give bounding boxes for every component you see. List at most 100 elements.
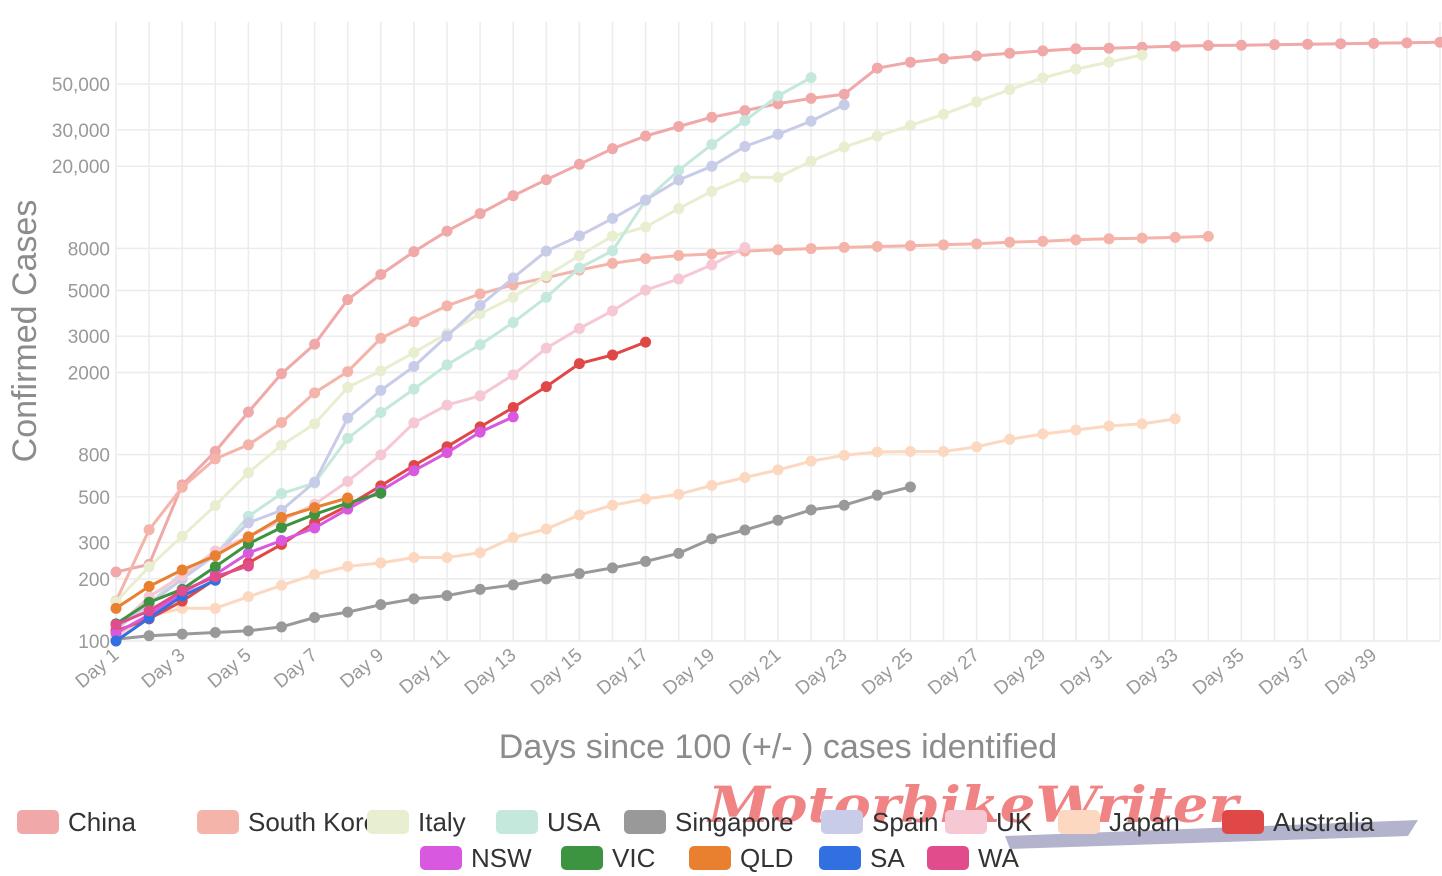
series-singapore [110,481,916,645]
data-point-south-korea [772,244,784,256]
data-point-singapore [474,583,486,595]
data-point-usa [805,72,817,84]
data-point-south-korea [838,241,850,253]
legend-label: Australia [1273,807,1375,837]
data-point-japan [474,547,486,559]
series-line-sa [115,578,216,643]
data-point-china [276,368,287,380]
data-point-usa [276,488,287,500]
legend-swatch [819,846,861,870]
data-point-italy [838,141,850,153]
data-point-south-korea [1070,234,1082,246]
legend-item-wa[interactable]: WA [927,843,1020,873]
x-tick-label: Day 35 [1189,645,1249,700]
legend-label: WA [978,843,1020,873]
data-point-japan [408,551,420,563]
data-point-italy [573,250,585,262]
data-point-singapore [242,625,254,637]
data-point-qld [342,492,354,504]
x-tick-label: Day 15 [527,645,587,700]
data-point-south-korea [342,366,354,378]
legend-item-qld[interactable]: QLD [689,843,793,873]
data-point-south-korea [375,332,387,344]
data-point-wa [242,560,254,572]
legend-item-south-korea[interactable]: South Korea [197,807,393,837]
data-point-usa [540,291,552,303]
data-point-italy [242,467,254,479]
data-point-qld [309,502,321,514]
data-point-south-korea [1169,231,1181,243]
data-point-italy [871,130,883,142]
legend-item-australia[interactable]: Australia [1222,807,1375,837]
data-point-japan [573,509,585,521]
data-point-china [540,174,552,186]
data-point-uk [607,305,618,317]
data-point-italy [607,230,618,242]
data-point-qld [110,602,122,614]
data-point-china [640,130,652,142]
data-point-south-korea [309,387,321,399]
data-point-china [1302,38,1314,50]
y-tick-label: 200 [78,570,110,591]
x-tick-label: Day 25 [858,645,918,700]
legend-item-japan[interactable]: Japan [1058,807,1180,837]
data-point-china [1269,39,1280,51]
x-tick-label: Day 11 [396,645,455,699]
data-point-uk [673,273,685,285]
data-point-italy [673,203,685,215]
data-point-china [838,88,850,100]
data-point-china [607,143,618,155]
data-point-vic [143,596,155,608]
data-point-australia [507,402,519,414]
x-tick-label: Day 21 [726,645,786,700]
legend-label: SA [870,843,905,873]
data-point-south-korea [408,316,420,328]
data-point-china [1169,40,1181,52]
data-point-usa [375,406,387,418]
y-tick-label: 3000 [68,327,110,348]
series-line-south-korea [114,234,1209,602]
data-point-south-korea [209,453,221,465]
legend-swatch [821,810,863,834]
data-point-singapore [375,599,387,611]
legend-item-china[interactable]: China [17,807,136,837]
data-point-usa [607,245,618,257]
legend-item-uk[interactable]: UK [945,807,1033,837]
legend-item-italy[interactable]: Italy [367,807,466,837]
data-point-japan [1037,428,1049,440]
data-point-japan [375,557,387,569]
data-point-japan [640,493,652,505]
legend-swatch [367,810,409,834]
data-point-qld [242,531,254,543]
data-point-italy [143,561,155,573]
data-point-italy [938,108,949,120]
data-point-china [1434,36,1442,48]
data-point-uk [408,417,420,429]
legend-item-vic[interactable]: VIC [561,843,655,873]
data-point-vic [276,521,287,533]
data-point-singapore [408,593,420,605]
legend-item-singapore[interactable]: Singapore [624,807,794,837]
data-point-japan [1004,433,1016,445]
data-point-china [474,208,486,220]
series-line-qld [115,496,349,610]
y-tick-label: 2000 [68,364,110,385]
data-point-qld [209,550,221,562]
y-tick-label: 8000 [68,239,110,260]
data-point-singapore [673,547,685,559]
data-point-japan [540,523,552,535]
data-point-south-korea [607,257,618,269]
data-point-usa [441,359,453,371]
data-point-usa [342,432,354,444]
data-point-singapore [739,524,751,536]
legend-item-spain[interactable]: Spain [821,807,939,837]
data-point-japan [242,591,254,603]
data-point-qld [276,511,287,523]
legend-item-usa[interactable]: USA [496,807,601,837]
data-point-usa [673,164,685,176]
legend-item-sa[interactable]: SA [819,843,905,873]
legend-item-nsw[interactable]: NSW [420,843,532,873]
y-tick-label: 50,000 [52,75,110,96]
data-point-japan [342,560,354,572]
data-point-italy [971,96,983,108]
